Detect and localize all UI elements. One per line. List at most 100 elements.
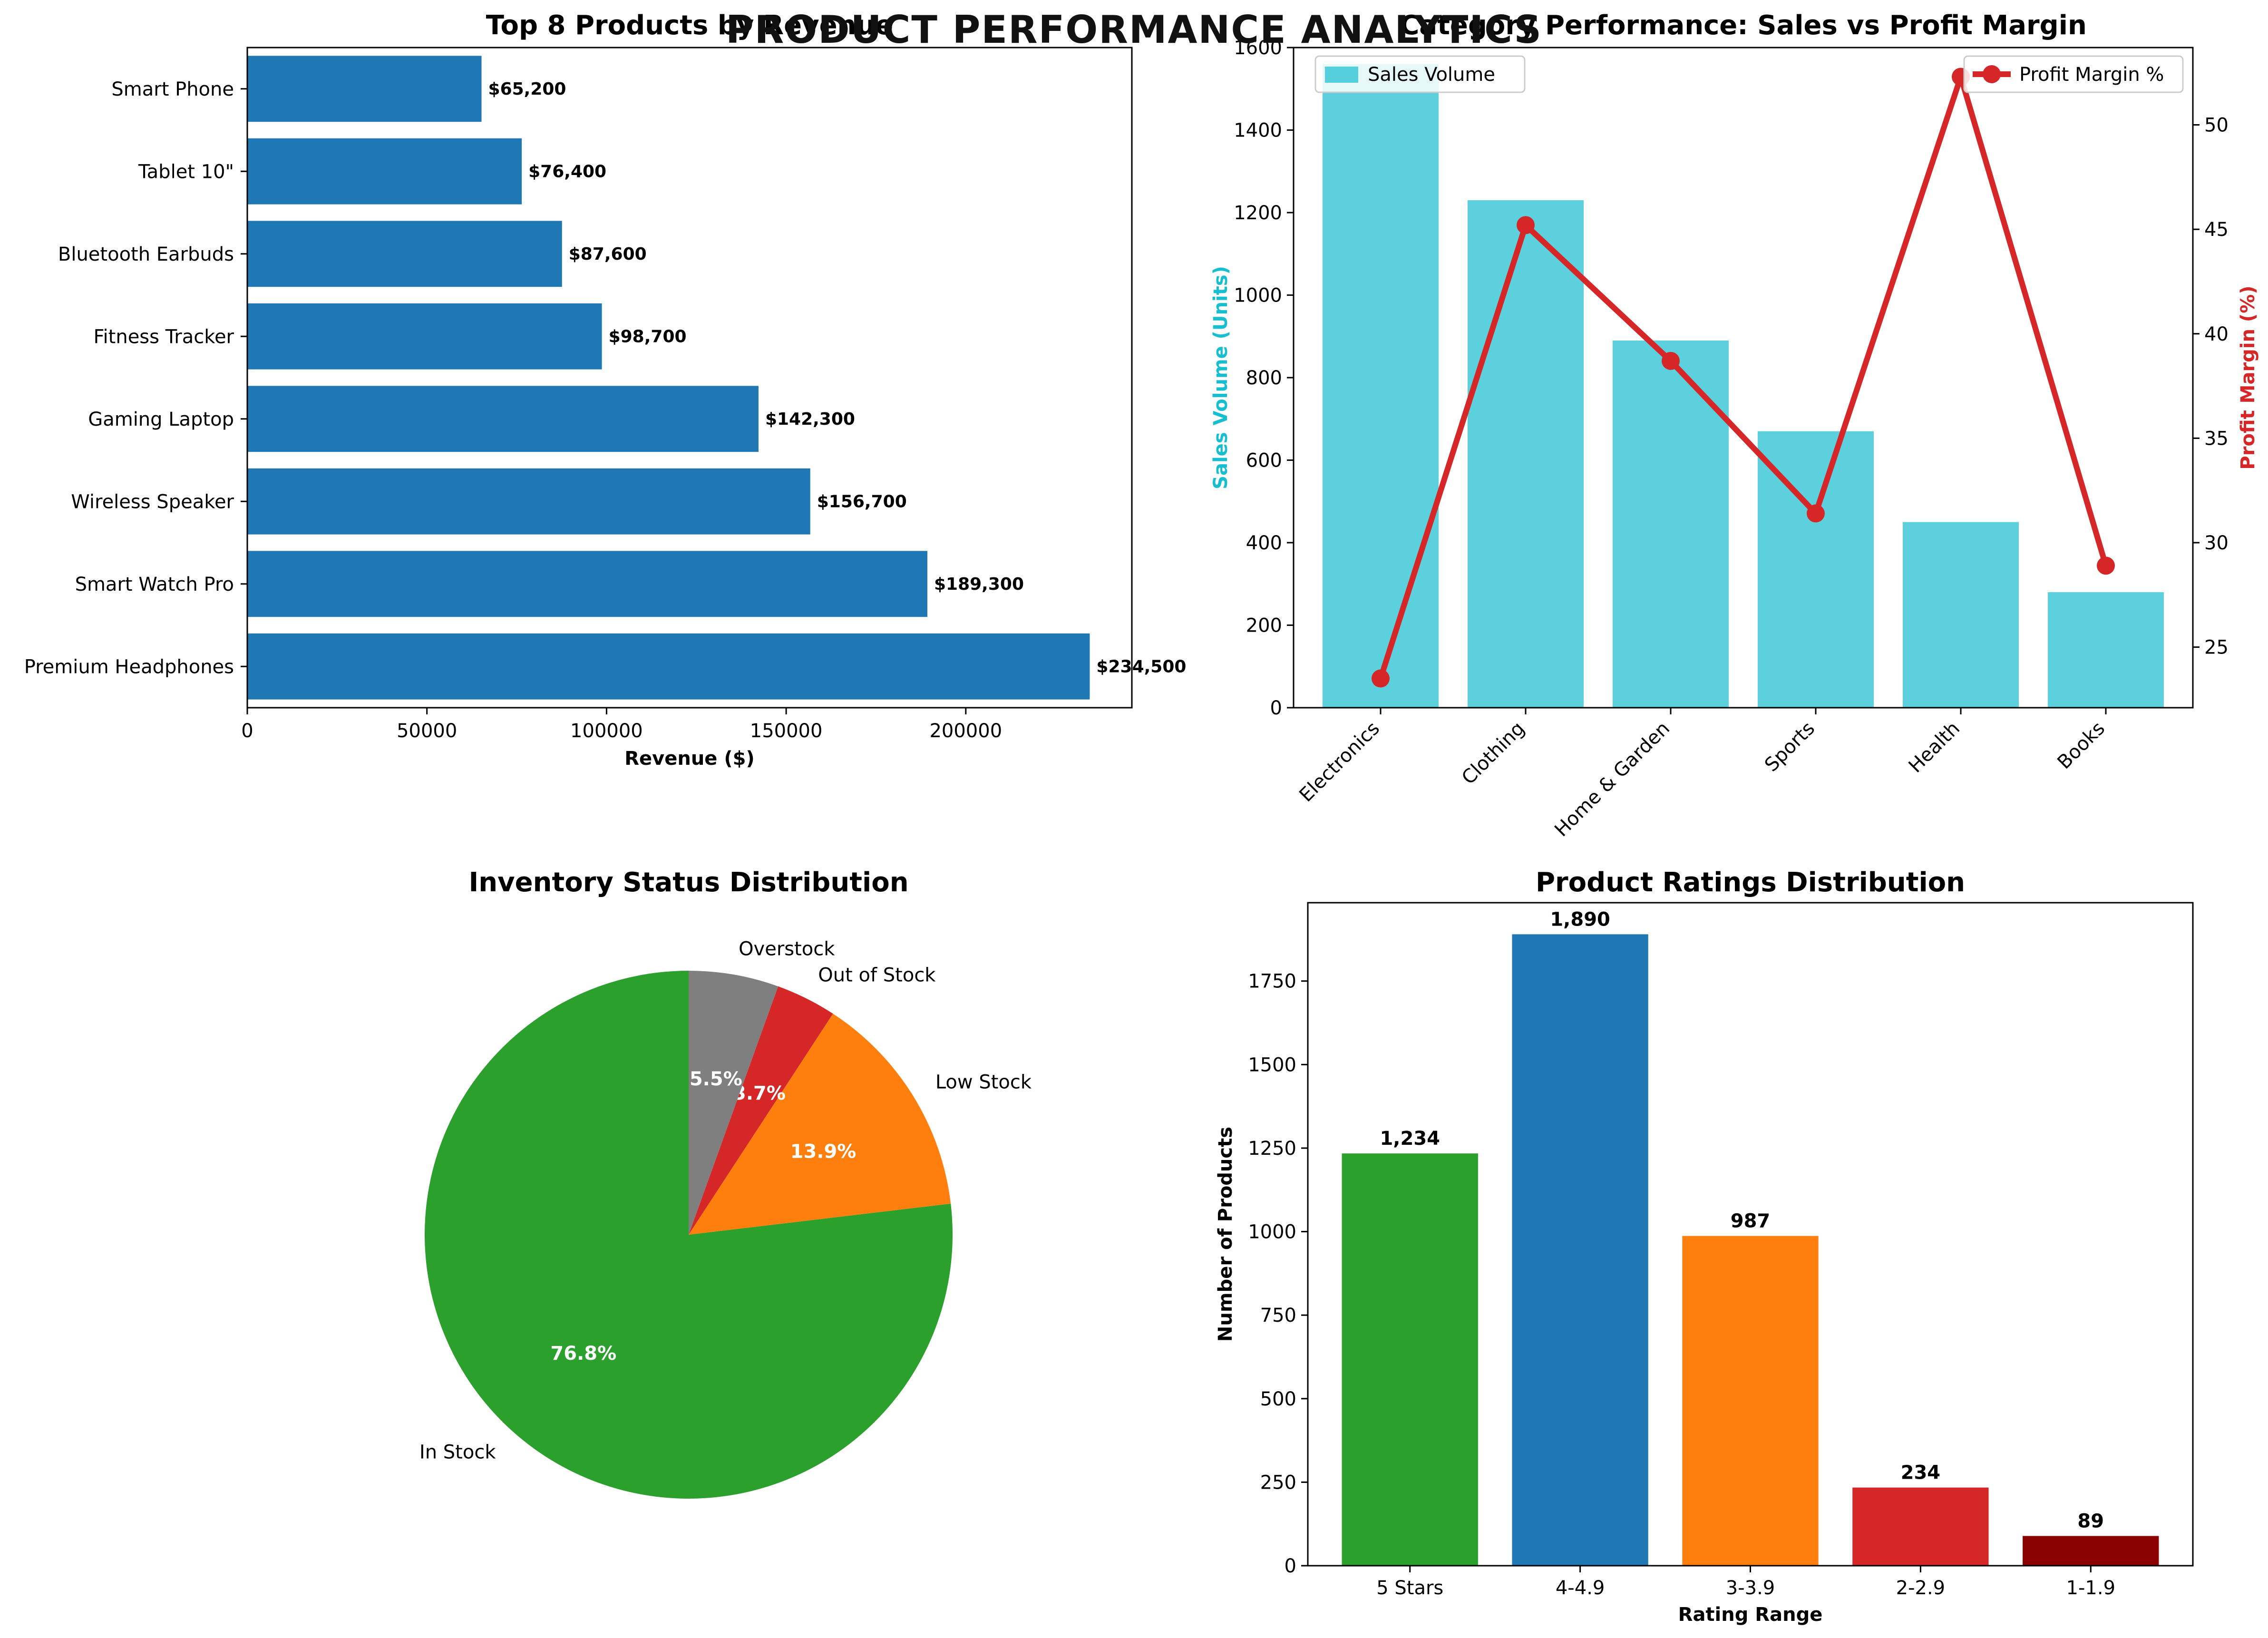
revenue-bar xyxy=(247,386,759,452)
rating-value-label: 1,234 xyxy=(1380,1128,1440,1150)
revenue-title: Top 8 Products by Revenue xyxy=(486,10,894,41)
rating-ytick-label: 1000 xyxy=(1248,1221,1296,1243)
inventory-slice-label: Overstock xyxy=(739,938,835,960)
revenue-value-label: $87,600 xyxy=(569,244,647,264)
margin-ytick-label: 40 xyxy=(2204,323,2229,345)
revenue-xtick-label: 150000 xyxy=(750,720,823,742)
inventory-slice xyxy=(689,986,833,1235)
revenue-category-label: Bluetooth Earbuds xyxy=(58,244,234,265)
sales-ytick-label: 1200 xyxy=(1234,202,1282,224)
rating-ytick-label: 1500 xyxy=(1248,1054,1296,1076)
revenue-category-label: Smart Watch Pro xyxy=(75,574,234,595)
rating-value-label: 234 xyxy=(1901,1462,1941,1484)
revenue-xtick-label: 0 xyxy=(241,720,253,742)
ratings-xlabel: Rating Range xyxy=(1678,1604,1823,1626)
revenue-value-label: $65,200 xyxy=(488,79,566,99)
revenue-bar xyxy=(247,551,927,617)
revenue-xlabel: Revenue ($) xyxy=(624,748,755,770)
rating-xtick-label: 2-2.9 xyxy=(1896,1577,1946,1599)
margin-ytick-label: 25 xyxy=(2204,637,2229,659)
sales-ylabel: Sales Volume (Units) xyxy=(1210,266,1232,489)
inventory-slice xyxy=(689,971,779,1235)
sales-ytick-label: 600 xyxy=(1246,450,1282,472)
rating-xtick-label: 1-1.9 xyxy=(2066,1577,2116,1599)
revenue-category-label: Wireless Speaker xyxy=(71,491,234,513)
rating-bar xyxy=(1512,934,1648,1566)
revenue-category-label: Fitness Tracker xyxy=(93,326,234,348)
category-chart: Electronics Clothing Home & Garden Sports He… xyxy=(1210,10,2259,841)
rating-bar xyxy=(2023,1536,2159,1566)
rating-value-label: 1,890 xyxy=(1550,908,1610,930)
rating-ytick-label: 0 xyxy=(1285,1555,1296,1577)
category-title: Category Performance: Sales vs Profit Ma… xyxy=(1400,10,2087,41)
category-xtick-label: Sports xyxy=(1761,718,1819,776)
rating-bar xyxy=(1852,1487,1989,1566)
category-xtick-label: Health xyxy=(1905,718,1964,777)
rating-ytick-label: 1750 xyxy=(1248,971,1296,993)
sales-bar xyxy=(1468,200,1584,708)
sales-bar xyxy=(2048,592,2164,708)
inventory-slice-label: In Stock xyxy=(419,1441,496,1463)
rating-xtick-label: 4-4.9 xyxy=(1556,1577,1605,1599)
rating-bar xyxy=(1682,1236,1819,1566)
revenue-xtick-label: 100000 xyxy=(570,720,643,742)
revenue-chart: $234,500 Premium Headphones $189,300 Smart … xyxy=(24,10,1187,770)
rating-ytick-label: 250 xyxy=(1260,1472,1296,1493)
category-xtick-label: Books xyxy=(2053,718,2109,774)
sales-ytick-label: 0 xyxy=(1270,697,1282,719)
inventory-slice xyxy=(689,1014,951,1235)
inventory-pct-label: 5.5% xyxy=(690,1068,742,1090)
sales-bar xyxy=(1903,522,2019,708)
inventory-slice-label: Low Stock xyxy=(935,1071,1032,1093)
rating-bar xyxy=(1342,1153,1478,1566)
margin-ytick-label: 50 xyxy=(2204,115,2229,136)
margin-ytick-label: 30 xyxy=(2204,532,2229,554)
category-axes-frame xyxy=(1293,47,2194,709)
margin-legend-box xyxy=(1963,55,2184,93)
sales-legend-label: Sales Volume xyxy=(1368,64,1495,86)
category-xtick-label: Clothing xyxy=(1458,718,1529,789)
category-xtick-label: Electronics xyxy=(1295,718,1384,807)
revenue-bar xyxy=(247,56,482,122)
inventory-title: Inventory Status Distribution xyxy=(468,867,908,898)
ratings-chart: 1,234 5 Stars 1,890 4-4.9 987 3-3.9 234 2-2.9 89… xyxy=(1215,867,2194,1626)
category-xtick-label: Home & Garden xyxy=(1550,718,1674,841)
revenue-axes-frame xyxy=(246,47,1133,709)
inventory-slice xyxy=(425,971,953,1499)
revenue-category-label: Smart Phone xyxy=(111,78,234,100)
rating-ytick-label: 1250 xyxy=(1248,1138,1296,1160)
sales-ytick-label: 400 xyxy=(1246,532,1282,554)
rating-value-label: 89 xyxy=(2077,1510,2104,1532)
revenue-category-label: Gaming Laptop xyxy=(88,409,234,430)
inventory-pct-label: 13.9% xyxy=(790,1141,857,1163)
profit-margin-point xyxy=(1662,351,1680,370)
revenue-value-label: $142,300 xyxy=(765,410,855,429)
revenue-bar xyxy=(247,303,602,370)
rating-ytick-label: 750 xyxy=(1260,1305,1296,1326)
sales-bar xyxy=(1613,340,1729,708)
inventory-pct-label: 76.8% xyxy=(550,1343,616,1365)
revenue-category-label: Premium Headphones xyxy=(24,656,234,678)
margin-ytick-label: 45 xyxy=(2204,219,2229,241)
revenue-value-label: $189,300 xyxy=(934,575,1024,594)
sales-bar xyxy=(1323,64,1439,708)
revenue-value-label: $76,400 xyxy=(528,162,606,181)
revenue-bar xyxy=(247,468,810,535)
revenue-value-label: $156,700 xyxy=(817,492,907,511)
revenue-category-label: Tablet 10" xyxy=(138,161,234,183)
sales-ytick-label: 1600 xyxy=(1234,37,1282,59)
margin-ytick-label: 35 xyxy=(2204,428,2229,449)
profit-margin-point xyxy=(1807,504,1825,523)
ratings-title: Product Ratings Distribution xyxy=(1536,867,1965,898)
margin-ylabel: Profit Margin (%) xyxy=(2237,285,2259,469)
margin-legend-label: Profit Margin % xyxy=(2019,64,2164,86)
sales-legend-swatch xyxy=(1325,67,1358,83)
rating-ytick-label: 500 xyxy=(1260,1388,1296,1410)
profit-margin-point xyxy=(1517,216,1535,234)
profit-margin-line xyxy=(1378,74,2109,680)
revenue-bar xyxy=(247,221,562,287)
sales-bar xyxy=(1758,431,1874,708)
revenue-bar xyxy=(247,633,1090,700)
